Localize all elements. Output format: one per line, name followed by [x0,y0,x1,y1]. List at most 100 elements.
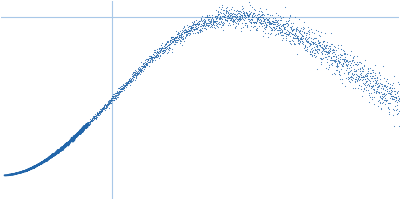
Point [210,23,216,26]
Point [295,40,302,43]
Point [138,70,144,73]
Point [238,13,245,16]
Point [94,111,100,115]
Point [182,33,189,36]
Point [118,84,124,88]
Point [290,28,297,31]
Point [99,108,105,111]
Point [117,90,123,93]
Point [238,29,244,33]
Point [212,27,218,30]
Point [183,32,190,35]
Point [337,60,343,63]
Point [164,39,170,42]
Point [278,30,284,33]
Point [372,80,379,83]
Point [372,76,378,79]
Point [302,43,308,46]
Point [330,47,336,50]
Point [396,96,400,99]
Point [299,40,305,43]
Point [118,87,124,90]
Point [124,82,130,85]
Point [202,22,209,25]
Point [246,21,253,24]
Point [134,73,140,76]
Point [173,36,179,39]
Point [157,49,163,52]
Point [284,23,291,26]
Point [328,55,334,58]
Point [162,49,168,52]
Point [174,35,180,38]
Point [120,85,126,89]
Point [337,48,344,51]
Point [136,67,143,70]
Point [264,20,270,23]
Point [230,22,236,25]
Point [208,17,214,20]
Point [108,98,114,101]
Point [286,40,293,43]
Point [196,30,203,33]
Point [363,80,369,83]
Point [394,100,400,103]
Point [386,86,393,90]
Point [281,27,287,30]
Point [355,62,361,65]
Point [229,12,235,15]
Point [167,41,174,44]
Point [119,85,126,88]
Point [336,72,342,75]
Point [353,72,359,76]
Point [109,97,115,100]
Point [259,24,265,28]
Point [171,38,177,41]
Point [313,36,320,40]
Point [105,103,111,106]
Point [215,9,221,12]
Point [256,20,263,23]
Point [171,36,177,39]
Point [156,47,162,50]
Point [378,96,385,99]
Point [296,29,302,32]
Point [392,93,398,96]
Point [162,46,169,49]
Point [230,9,237,12]
Point [316,33,323,36]
Point [194,23,200,26]
Point [288,43,294,46]
Point [283,34,290,37]
Point [342,57,349,60]
Point [328,43,334,46]
Point [153,55,160,58]
Point [210,18,216,21]
Point [125,82,132,85]
Point [312,40,319,43]
Point [366,92,372,95]
Point [382,85,389,88]
Point [287,41,294,45]
Point [115,91,122,95]
Point [206,24,212,27]
Point [143,57,150,61]
Point [124,80,131,84]
Point [216,16,222,19]
Point [120,85,126,89]
Point [195,26,201,29]
Point [156,46,162,50]
Point [290,33,297,36]
Point [224,15,231,18]
Point [396,99,400,102]
Point [389,83,395,87]
Point [346,69,353,72]
Point [122,82,128,85]
Point [161,49,168,52]
Point [195,22,201,25]
Point [276,26,282,29]
Point [124,81,131,84]
Point [283,20,289,23]
Point [159,47,165,50]
Point [182,35,188,38]
